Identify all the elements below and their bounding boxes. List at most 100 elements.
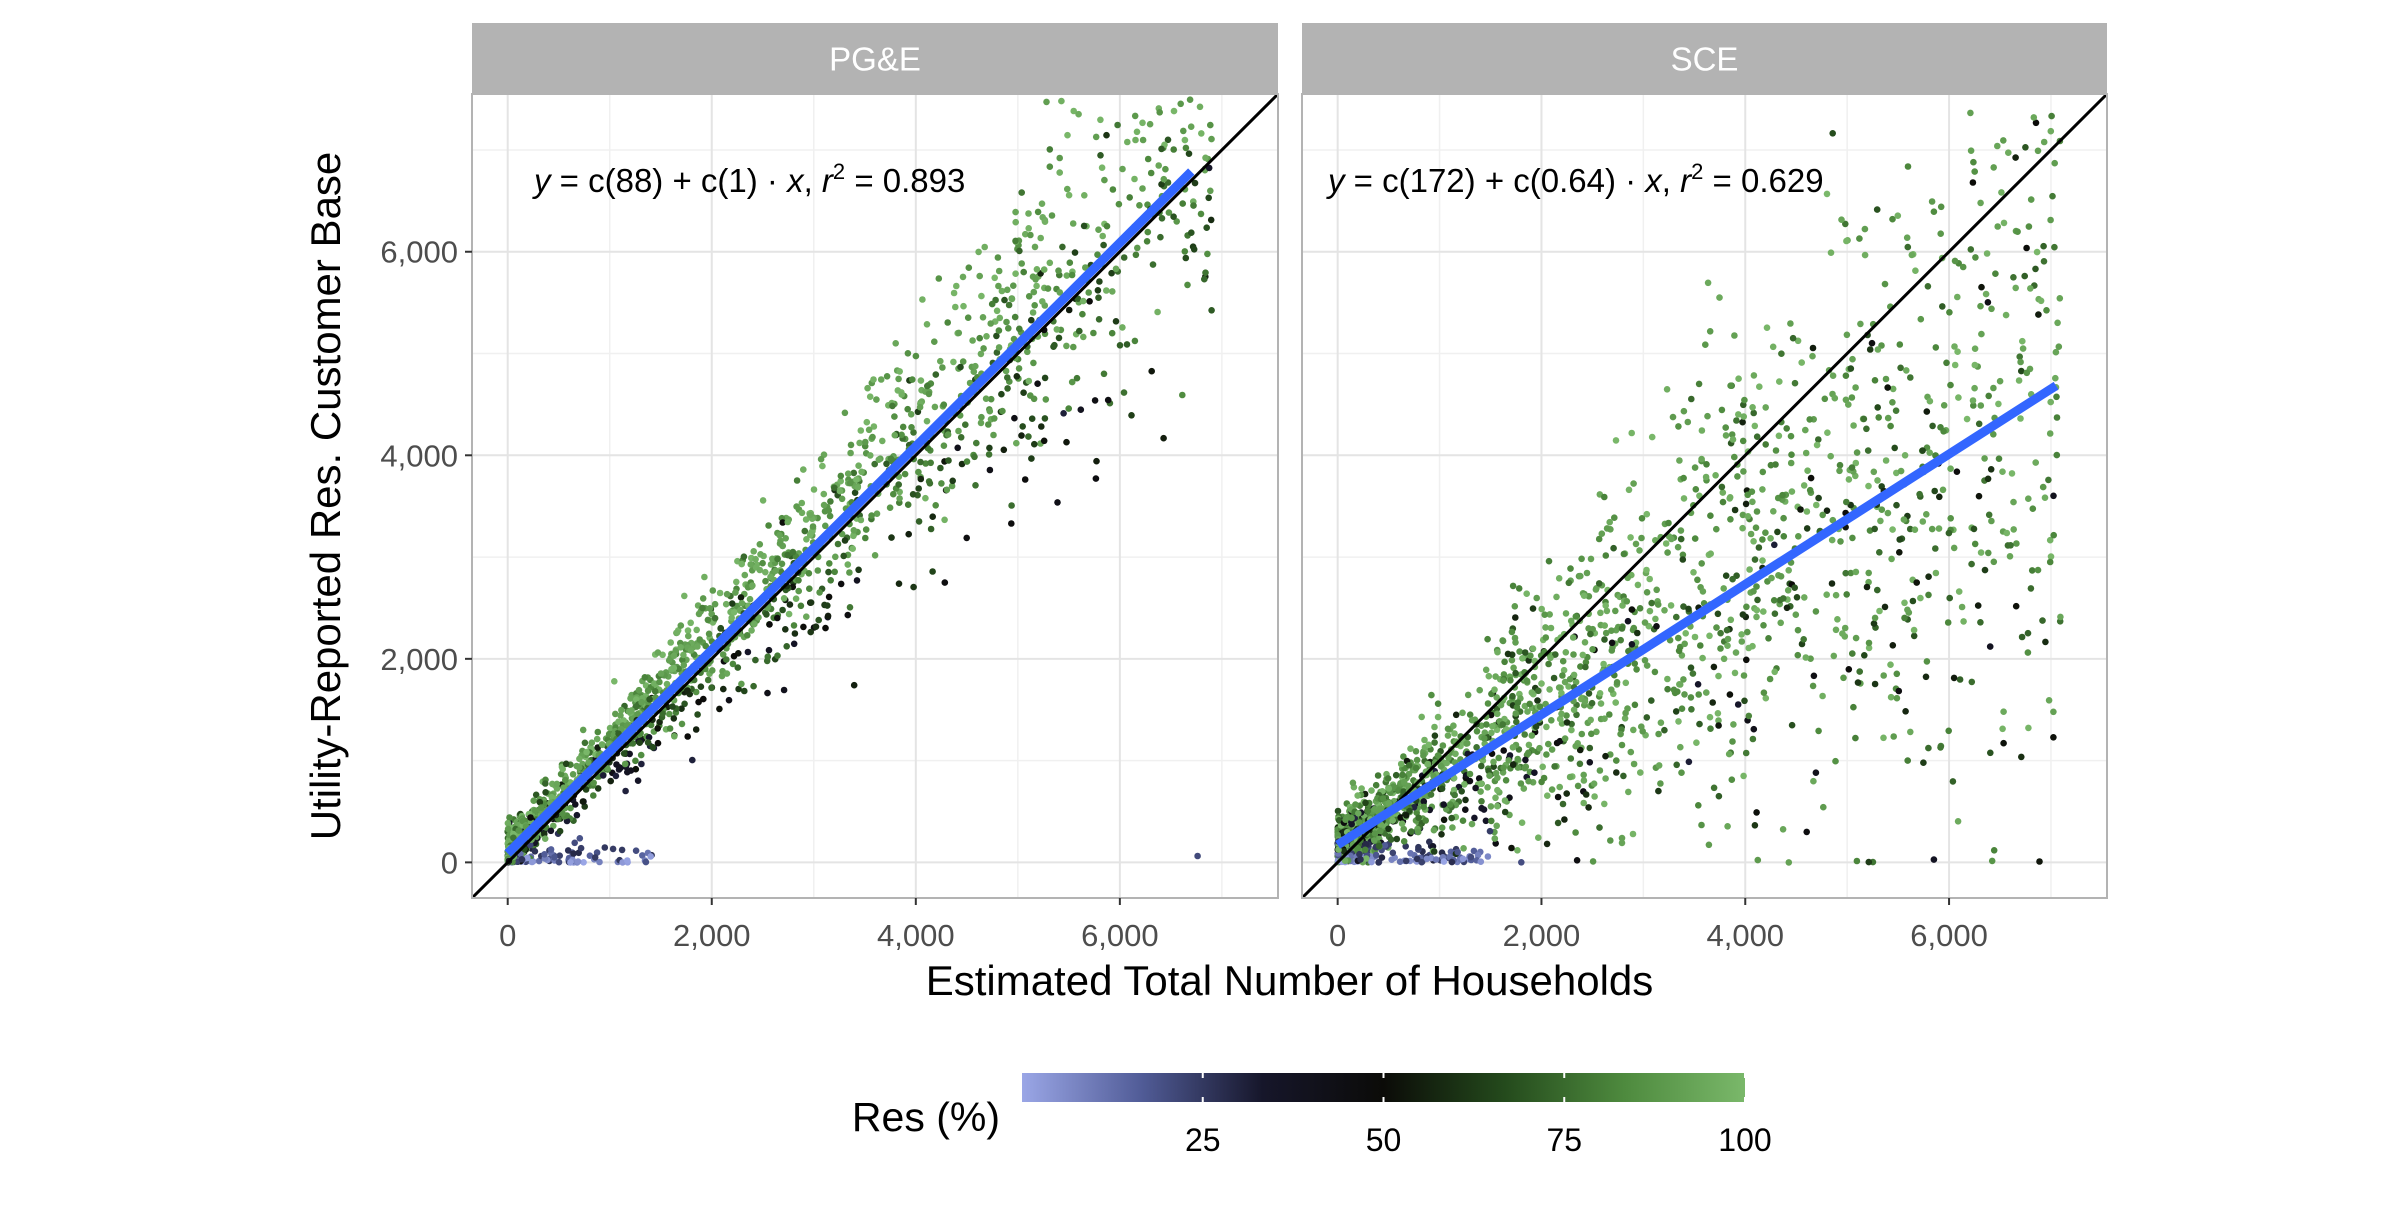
data-point — [1999, 725, 2006, 733]
data-point — [1990, 558, 1998, 566]
data-point — [730, 652, 738, 660]
data-point — [1335, 817, 1343, 824]
data-point — [976, 272, 983, 280]
data-point — [1932, 545, 1939, 552]
data-point — [1025, 225, 1032, 232]
data-point — [678, 720, 686, 728]
data-point — [1488, 729, 1495, 737]
data-point — [790, 622, 798, 629]
data-point — [2019, 337, 2026, 345]
data-point — [1094, 251, 1101, 258]
data-point — [894, 387, 902, 394]
data-point — [764, 689, 771, 697]
data-point — [506, 814, 513, 821]
data-point — [559, 810, 566, 817]
data-point — [1719, 498, 1727, 506]
data-point — [1494, 786, 1501, 794]
data-point — [1971, 345, 1979, 353]
data-point — [1707, 512, 1714, 519]
data-point — [898, 431, 905, 439]
data-point — [1515, 585, 1523, 592]
data-point — [1801, 594, 1808, 601]
data-point — [1823, 591, 1830, 598]
data-point — [1558, 710, 1565, 718]
data-point — [1197, 210, 1205, 218]
data-point — [1847, 365, 1855, 372]
data-point — [1937, 203, 1945, 211]
data-point — [1891, 444, 1898, 452]
data-point — [1590, 780, 1598, 787]
data-point — [638, 699, 645, 706]
data-point — [1334, 807, 1342, 815]
data-point — [1509, 582, 1517, 590]
data-point — [654, 649, 662, 656]
data-point — [1628, 606, 1636, 613]
data-point — [986, 407, 994, 415]
data-point — [1020, 389, 1027, 397]
data-point — [729, 660, 737, 668]
data-point — [2003, 529, 2011, 537]
data-point — [677, 622, 685, 629]
data-point — [1001, 296, 1008, 304]
data-point — [1010, 282, 1017, 290]
data-point — [1029, 309, 1037, 316]
data-point — [670, 652, 678, 659]
data-point — [1638, 515, 1646, 522]
data-point — [1620, 772, 1627, 780]
data-point — [926, 480, 934, 487]
data-point — [1449, 824, 1456, 831]
data-point — [536, 798, 544, 806]
data-point — [899, 423, 907, 431]
data-point — [1843, 237, 1850, 245]
data-point — [1977, 619, 1984, 626]
data-point — [1002, 367, 1010, 375]
data-point — [1420, 752, 1427, 759]
data-point — [1073, 374, 1081, 382]
data-point — [1739, 418, 1746, 426]
data-point — [673, 629, 681, 636]
data-point — [699, 604, 706, 612]
data-point — [1702, 341, 1709, 349]
data-point — [1653, 623, 1660, 630]
data-point — [826, 560, 833, 567]
data-point — [950, 358, 957, 366]
data-point — [700, 695, 707, 703]
data-point — [579, 726, 587, 734]
data-point — [728, 614, 735, 622]
data-point — [1896, 549, 1903, 556]
data-point — [1595, 580, 1603, 587]
data-point — [1462, 796, 1469, 804]
data-point — [1852, 568, 1860, 576]
data-point — [647, 853, 654, 860]
data-point — [1852, 734, 1859, 742]
data-point — [2047, 553, 2055, 560]
data-point — [1077, 406, 1085, 414]
data-point — [2024, 629, 2032, 637]
data-point — [1870, 468, 1878, 476]
data-point — [1580, 592, 1588, 599]
data-point — [1543, 751, 1550, 758]
data-point — [1685, 605, 1692, 613]
data-point — [684, 733, 691, 740]
data-point — [1729, 575, 1736, 583]
data-point — [844, 470, 852, 478]
data-point — [1570, 706, 1578, 714]
data-point — [1730, 721, 1737, 728]
data-point — [1430, 848, 1438, 855]
data-point — [1847, 569, 1855, 577]
data-point — [1622, 679, 1630, 687]
data-point — [1740, 672, 1748, 679]
data-point — [1893, 694, 1901, 702]
data-point — [1501, 658, 1508, 666]
data-point — [901, 470, 909, 478]
data-point — [1809, 682, 1817, 690]
data-point — [2036, 858, 2043, 865]
data-point — [1525, 741, 1533, 749]
data-point — [1065, 405, 1072, 412]
data-point — [2019, 345, 2027, 352]
data-point — [579, 798, 587, 805]
data-point — [1400, 753, 1407, 760]
data-point — [744, 632, 751, 639]
data-point — [1576, 746, 1584, 754]
